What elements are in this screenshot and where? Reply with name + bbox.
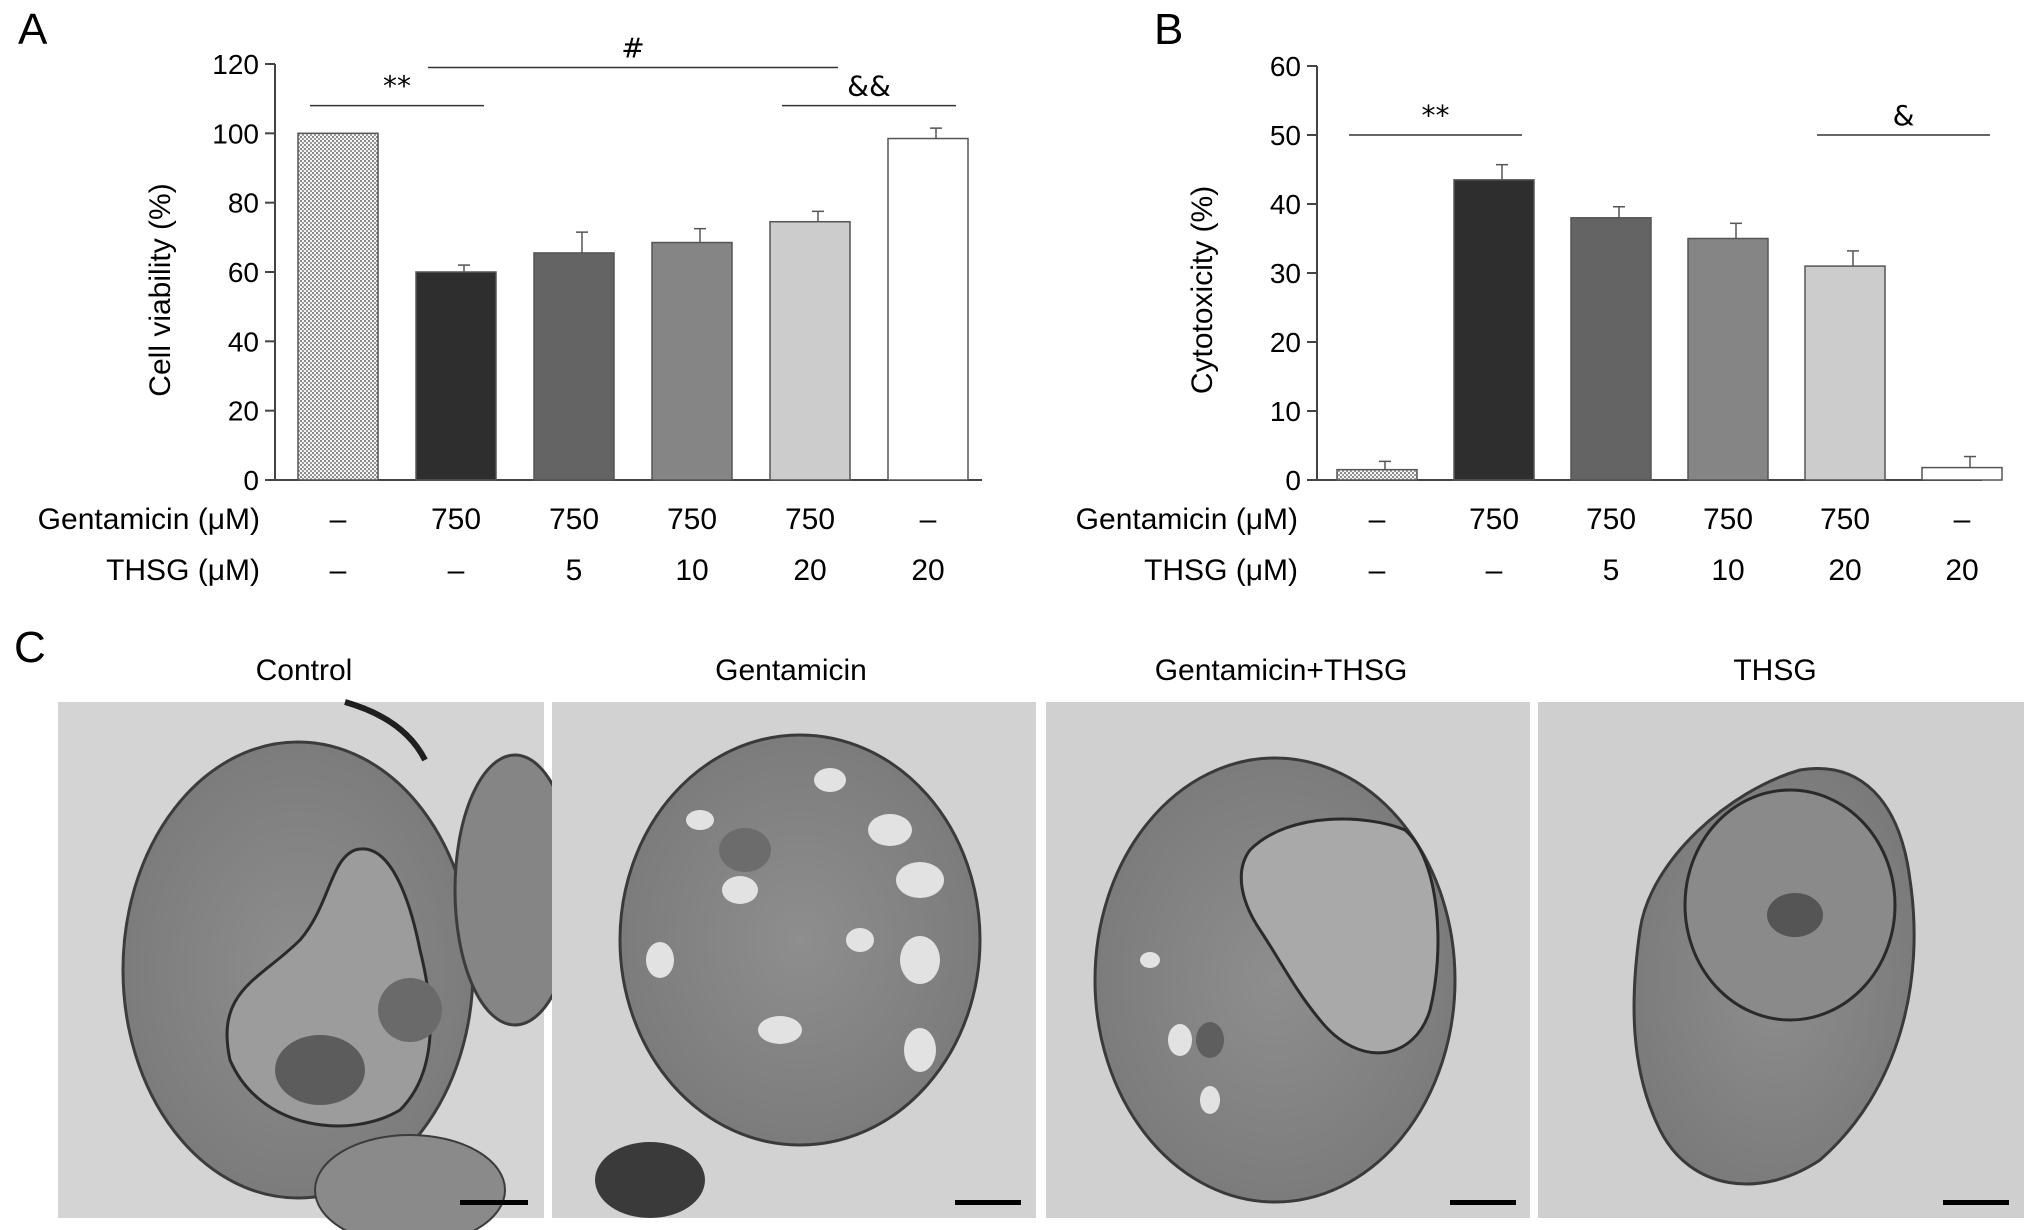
chart-b-condition-value: 750	[1469, 503, 1519, 536]
chart-a-y-tick-label: 20	[228, 396, 259, 427]
chart-a-bar	[415, 271, 497, 481]
chart-a-condition-value: –	[330, 554, 347, 587]
chart-b-significance-label: **	[1422, 99, 1450, 132]
chart-a-condition-value: 750	[431, 503, 481, 536]
chart-b-bar	[1687, 237, 1769, 481]
chart-b-condition-value: 5	[1603, 554, 1620, 587]
chart-b-condition-value: –	[1954, 503, 1971, 536]
chart-b-y-tick-label: 60	[1270, 51, 1301, 82]
chart-a-y-tick-label: 0	[243, 465, 259, 496]
chart-b-condition-value: 750	[1703, 503, 1753, 536]
image-title-control: Control	[256, 654, 353, 687]
image-title-gentamicin: Gentamicin	[715, 654, 867, 687]
chart-b-condition-value: 10	[1711, 554, 1744, 587]
chart-a-ylabel: Cell viability (%)	[144, 183, 177, 396]
chart-a-condition-value: 5	[566, 554, 583, 587]
chart-a: Cell viability (%) 0 20 40 60 80 100 120 ** # &&	[144, 31, 982, 496]
b-gentamicin-row-label: Gentamicin (μM)	[1076, 503, 1298, 536]
micrograph-gentamicin	[552, 702, 1036, 1218]
chart-a-condition-value: 750	[549, 503, 599, 536]
chart-a-y-tick-label: 120	[212, 49, 259, 80]
chart-b: Cytotoxicity (%) 0 10 20 30 40 50 60 ** &	[1186, 51, 2003, 496]
chart-a-y-tick-label: 60	[228, 257, 259, 288]
chart-a-condition-value: –	[448, 554, 465, 587]
chart-b-condition-value: 750	[1586, 503, 1636, 536]
micrograph-thsg	[1538, 702, 2024, 1218]
chart-b-y-tick-label: 30	[1270, 258, 1301, 289]
a-gentamicin-row-label: Gentamicin (μM)	[38, 503, 260, 536]
chart-b-bar	[1453, 179, 1535, 481]
chart-a-significance-label: &&	[847, 70, 891, 103]
chart-b-y-tick-label: 40	[1270, 189, 1301, 220]
chart-b-bar	[1570, 217, 1652, 481]
chart-a-condition-value: 20	[911, 554, 944, 587]
panel-b-letter: B	[1154, 5, 1183, 54]
chart-a-bar	[297, 132, 379, 481]
chart-b-y-tick-label: 20	[1270, 327, 1301, 358]
chart-a-significance-label: **	[383, 70, 411, 103]
panel-c-letter: C	[14, 623, 46, 672]
chart-b-y-tick-label: 10	[1270, 396, 1301, 427]
chart-a-condition-value: 20	[793, 554, 826, 587]
chart-b-condition-value: 20	[1828, 554, 1861, 587]
chart-a-condition-value: 10	[675, 554, 708, 587]
chart-a-significance-label: #	[621, 31, 644, 64]
chart-b-bar	[1921, 466, 2003, 481]
chart-a-conditions: – 750 750 750 750 – – – 5 10 20 20	[330, 503, 945, 587]
chart-b-condition-value: 20	[1945, 554, 1978, 587]
chart-b-condition-value: –	[1369, 503, 1386, 536]
image-title-thsg: THSG	[1733, 654, 1816, 687]
chart-a-bar	[533, 252, 615, 481]
chart-b-significance-label: &	[1893, 99, 1915, 132]
chart-a-y-tick-label: 40	[228, 326, 259, 357]
chart-b-y-tick-label: 0	[1285, 465, 1301, 496]
chart-a-condition-value: –	[330, 503, 347, 536]
chart-a-bar	[769, 220, 851, 481]
chart-a-condition-value: 750	[785, 503, 835, 536]
chart-a-condition-value: 750	[667, 503, 717, 536]
chart-b-condition-value: –	[1369, 554, 1386, 587]
chart-b-bar	[1336, 468, 1418, 481]
image-title-gentamicin-thsg: Gentamicin+THSG	[1155, 654, 1408, 687]
b-thsg-row-label: THSG (μM)	[1144, 554, 1298, 587]
chart-b-y-tick-label: 50	[1270, 120, 1301, 151]
micrograph-control	[58, 699, 577, 1230]
chart-a-bar	[651, 241, 733, 481]
a-thsg-row-label: THSG (μM)	[106, 554, 260, 587]
chart-b-conditions: – 750 750 750 750 – – – 5 10 20 20	[1369, 503, 1979, 587]
chart-a-y-tick-label: 100	[212, 118, 259, 149]
micrograph-gentamicin-thsg	[1046, 702, 1530, 1218]
chart-b-condition-value: –	[1486, 554, 1503, 587]
chart-a-bar	[887, 137, 969, 481]
chart-b-ylabel: Cytotoxicity (%)	[1186, 186, 1219, 394]
panel-a-letter: A	[18, 5, 48, 54]
chart-a-condition-value: –	[920, 503, 937, 536]
chart-b-condition-value: 750	[1820, 503, 1870, 536]
chart-b-bar	[1804, 265, 1886, 481]
chart-a-y-tick-label: 80	[228, 188, 259, 219]
